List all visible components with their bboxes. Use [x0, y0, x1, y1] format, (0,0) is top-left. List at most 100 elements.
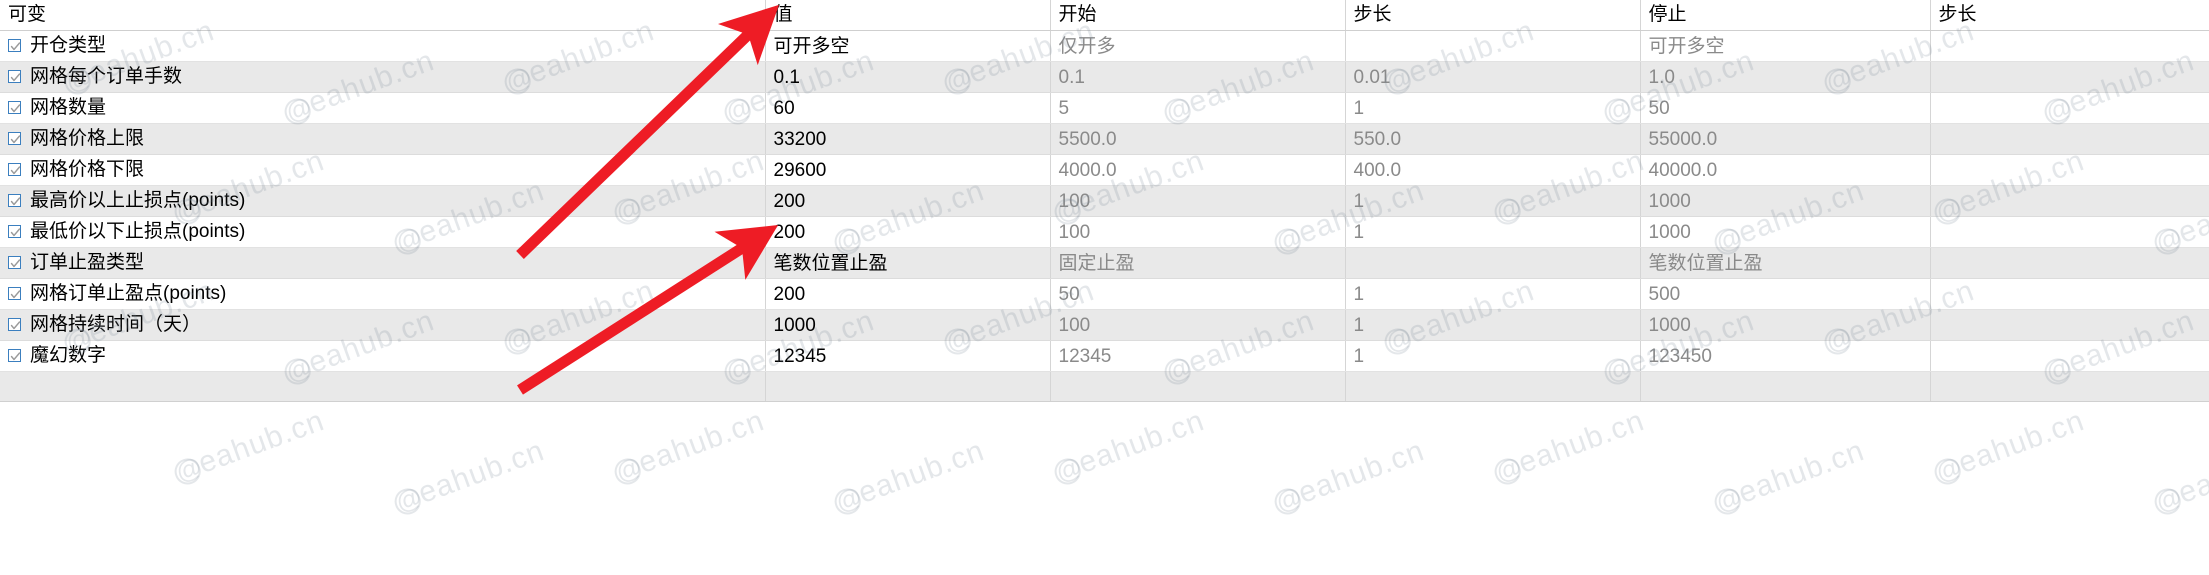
- column-header-variable[interactable]: 可变: [0, 0, 766, 31]
- column-header-step[interactable]: 步长: [1345, 0, 1641, 31]
- cell-stop[interactable]: 1000: [1640, 309, 1931, 341]
- column-header-value[interactable]: 值: [765, 0, 1051, 31]
- cell-value[interactable]: 60: [765, 92, 1051, 124]
- parameter-toggle[interactable]: 网格每个订单手数: [8, 62, 182, 91]
- cell-step[interactable]: 1: [1345, 309, 1641, 341]
- cell-stop[interactable]: 50: [1640, 92, 1931, 124]
- table-row[interactable]: 网格价格下限 29600 4000.0 400.0 40000.0: [0, 154, 2209, 186]
- cell-start[interactable]: 仅开多: [1050, 30, 1346, 62]
- cell-step-secondary[interactable]: [1930, 247, 2209, 279]
- cell-step[interactable]: [1345, 247, 1641, 279]
- cell-value[interactable]: 33200: [765, 123, 1051, 155]
- checkbox-checked-icon[interactable]: [8, 101, 21, 114]
- cell-step[interactable]: 1: [1345, 278, 1641, 310]
- table-row[interactable]: 网格每个订单手数 0.1 0.1 0.01 1.0: [0, 61, 2209, 93]
- cell-step-secondary[interactable]: [1930, 154, 2209, 186]
- cell-value[interactable]: 1000: [765, 309, 1051, 341]
- parameter-name-label: 订单止盈类型: [30, 252, 145, 273]
- cell-stop[interactable]: 123450: [1640, 340, 1931, 372]
- cell-parameter-name: 网格价格上限: [0, 123, 766, 155]
- cell-stop[interactable]: 1.0: [1640, 61, 1931, 93]
- cell-start[interactable]: 4000.0: [1050, 154, 1346, 186]
- parameter-toggle[interactable]: 最低价以下止损点(points): [8, 217, 245, 246]
- cell-step-secondary[interactable]: [1930, 61, 2209, 93]
- parameter-toggle[interactable]: 网格价格下限: [8, 155, 144, 184]
- parameter-toggle[interactable]: 魔幻数字: [8, 341, 106, 370]
- cell-start[interactable]: 固定止盈: [1050, 247, 1346, 279]
- cell-stop[interactable]: 1000: [1640, 216, 1931, 248]
- cell-stop[interactable]: 1000: [1640, 185, 1931, 217]
- table-row[interactable]: 魔幻数字 12345 12345 1 123450: [0, 340, 2209, 372]
- cell-value[interactable]: 笔数位置止盈: [765, 247, 1051, 279]
- cell-parameter-name: 网格订单止盈点(points): [0, 278, 766, 310]
- cell-step[interactable]: 1: [1345, 216, 1641, 248]
- cell-step-secondary[interactable]: [1930, 123, 2209, 155]
- parameter-toggle[interactable]: 网格价格上限: [8, 124, 144, 153]
- parameter-toggle[interactable]: 网格持续时间（天）: [8, 310, 201, 339]
- cell-stop[interactable]: 55000.0: [1640, 123, 1931, 155]
- parameter-toggle[interactable]: 订单止盈类型: [8, 248, 144, 277]
- cell-step-secondary[interactable]: [1930, 216, 2209, 248]
- table-row[interactable]: 最低价以下止损点(points) 200 100 1 1000: [0, 216, 2209, 248]
- checkbox-checked-icon[interactable]: [8, 194, 21, 207]
- table-row[interactable]: 最高价以上止损点(points) 200 100 1 1000: [0, 185, 2209, 217]
- parameter-toggle[interactable]: 网格订单止盈点(points): [8, 279, 226, 308]
- parameter-toggle[interactable]: 开仓类型: [8, 31, 106, 60]
- cell-value[interactable]: 200: [765, 278, 1051, 310]
- cell-value[interactable]: 0.1: [765, 61, 1051, 93]
- cell-stop[interactable]: 40000.0: [1640, 154, 1931, 186]
- cell-start[interactable]: 5500.0: [1050, 123, 1346, 155]
- cell-step-secondary[interactable]: [1930, 92, 2209, 124]
- table-row[interactable]: 网格数量 60 5 1 50: [0, 92, 2209, 124]
- cell-start[interactable]: 100: [1050, 309, 1346, 341]
- cell-step-secondary[interactable]: [1930, 185, 2209, 217]
- checkbox-checked-icon[interactable]: [8, 349, 21, 362]
- cell-stop[interactable]: 500: [1640, 278, 1931, 310]
- checkbox-checked-icon[interactable]: [8, 256, 21, 269]
- cell-stop[interactable]: 笔数位置止盈: [1640, 247, 1931, 279]
- cell-step-secondary[interactable]: [1930, 30, 2209, 62]
- cell-value[interactable]: 200: [765, 216, 1051, 248]
- cell-start[interactable]: 50: [1050, 278, 1346, 310]
- column-header-step-secondary[interactable]: 步长: [1930, 0, 2209, 31]
- cell-value[interactable]: 12345: [765, 340, 1051, 372]
- cell-start[interactable]: 12345: [1050, 340, 1346, 372]
- cell-step[interactable]: 400.0: [1345, 154, 1641, 186]
- checkbox-checked-icon[interactable]: [8, 70, 21, 83]
- cell-step-secondary[interactable]: [1930, 340, 2209, 372]
- cell-step[interactable]: 1: [1345, 92, 1641, 124]
- parameter-toggle[interactable]: 网格数量: [8, 93, 106, 122]
- checkbox-checked-icon[interactable]: [8, 287, 21, 300]
- cell-start[interactable]: 0.1: [1050, 61, 1346, 93]
- table-row[interactable]: 网格持续时间（天） 1000 100 1 1000: [0, 309, 2209, 341]
- table-row[interactable]: 网格价格上限 33200 5500.0 550.0 55000.0: [0, 123, 2209, 155]
- cell-start[interactable]: 5: [1050, 92, 1346, 124]
- cell-parameter-name: 网格数量: [0, 92, 766, 124]
- cell-stop[interactable]: 可开多空: [1640, 30, 1931, 62]
- cell-step[interactable]: [1345, 30, 1641, 62]
- cell-value[interactable]: 200: [765, 185, 1051, 217]
- cell-step[interactable]: 550.0: [1345, 123, 1641, 155]
- cell-step[interactable]: 0.01: [1345, 61, 1641, 93]
- checkbox-checked-icon[interactable]: [8, 39, 21, 52]
- column-header-start[interactable]: 开始: [1050, 0, 1346, 31]
- parameter-toggle[interactable]: 最高价以上止损点(points): [8, 186, 245, 215]
- column-header-stop[interactable]: 停止: [1640, 0, 1931, 31]
- cell-value[interactable]: 29600: [765, 154, 1051, 186]
- table-row[interactable]: 订单止盈类型 笔数位置止盈 固定止盈 笔数位置止盈: [0, 247, 2209, 279]
- checkbox-checked-icon[interactable]: [8, 225, 21, 238]
- cell-step-secondary[interactable]: [1930, 278, 2209, 310]
- checkbox-checked-icon[interactable]: [8, 132, 21, 145]
- table-row[interactable]: 网格订单止盈点(points) 200 50 1 500: [0, 278, 2209, 310]
- checkbox-checked-icon[interactable]: [8, 318, 21, 331]
- check-glyph: [10, 166, 21, 175]
- cell-start[interactable]: 100: [1050, 216, 1346, 248]
- cell-step[interactable]: 1: [1345, 185, 1641, 217]
- cell-start[interactable]: 100: [1050, 185, 1346, 217]
- cell-step[interactable]: 1: [1345, 340, 1641, 372]
- cell-value[interactable]: 可开多空: [765, 30, 1051, 62]
- check-glyph: [10, 104, 21, 113]
- table-row[interactable]: 开仓类型 可开多空 仅开多 可开多空: [0, 30, 2209, 62]
- cell-step-secondary[interactable]: [1930, 309, 2209, 341]
- checkbox-checked-icon[interactable]: [8, 163, 21, 176]
